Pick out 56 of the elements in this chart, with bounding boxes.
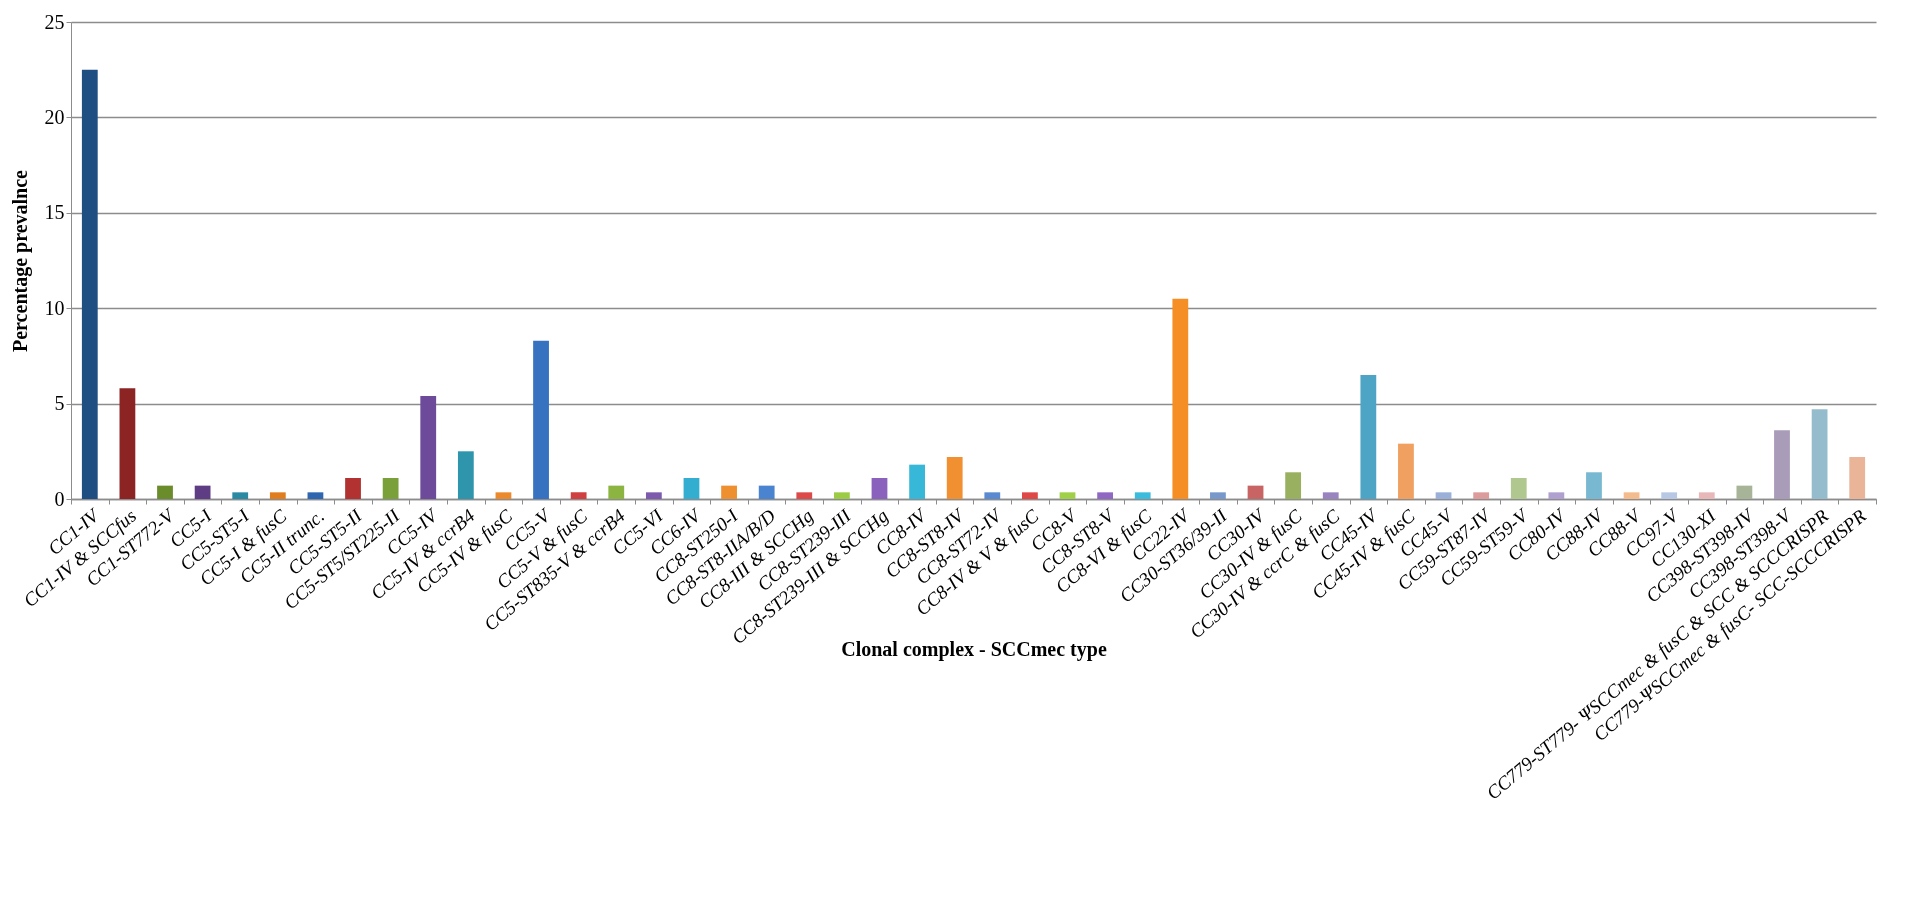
bar xyxy=(1172,298,1189,499)
bar xyxy=(194,485,211,499)
bar xyxy=(683,478,700,499)
bar xyxy=(457,451,474,499)
y-tick-label: 10 xyxy=(44,296,65,319)
bar xyxy=(307,492,324,499)
bar xyxy=(1661,492,1678,499)
bar xyxy=(1623,492,1640,499)
bar xyxy=(984,492,1001,499)
y-tick-label: 0 xyxy=(54,487,65,510)
bar xyxy=(81,69,98,499)
bar xyxy=(269,492,286,499)
bar xyxy=(1247,485,1264,499)
bar xyxy=(1849,457,1866,499)
bar xyxy=(1586,472,1602,499)
bar xyxy=(1285,472,1302,499)
bar xyxy=(1398,443,1414,499)
bar xyxy=(533,340,549,499)
bar xyxy=(420,395,437,499)
bar xyxy=(495,492,512,499)
bar xyxy=(1736,485,1753,499)
bar xyxy=(1548,492,1565,499)
bar xyxy=(1134,492,1151,499)
bar xyxy=(833,492,850,499)
x-axis-title: Clonal complex - SCCmec type xyxy=(841,637,1107,661)
bar xyxy=(345,478,361,499)
bar xyxy=(758,485,775,499)
y-tick-label: 15 xyxy=(44,201,65,224)
bar xyxy=(909,464,925,499)
bar xyxy=(645,492,662,499)
bar xyxy=(1473,492,1490,499)
bar xyxy=(721,485,737,499)
bar xyxy=(796,492,813,499)
y-tick-label: 20 xyxy=(44,105,65,128)
bar xyxy=(1210,492,1226,499)
bar xyxy=(382,478,399,499)
y-tick-label: 5 xyxy=(54,392,65,415)
bar xyxy=(232,492,249,499)
bar xyxy=(1698,492,1715,499)
bar xyxy=(946,457,963,499)
bar xyxy=(1022,492,1038,499)
bar xyxy=(1774,430,1790,499)
bar xyxy=(1811,409,1828,499)
bar xyxy=(608,485,625,499)
bar xyxy=(119,388,136,499)
y-tick-label: 25 xyxy=(44,10,65,33)
bar xyxy=(1435,492,1452,499)
bar xyxy=(871,478,888,499)
bar xyxy=(1097,492,1114,499)
bar xyxy=(570,492,587,499)
bar xyxy=(1322,492,1339,499)
bar xyxy=(157,485,173,499)
bar xyxy=(1360,374,1377,499)
bar xyxy=(1059,492,1076,499)
y-axis-title: Percentage prevalnce xyxy=(8,169,32,352)
bar xyxy=(1510,478,1527,499)
